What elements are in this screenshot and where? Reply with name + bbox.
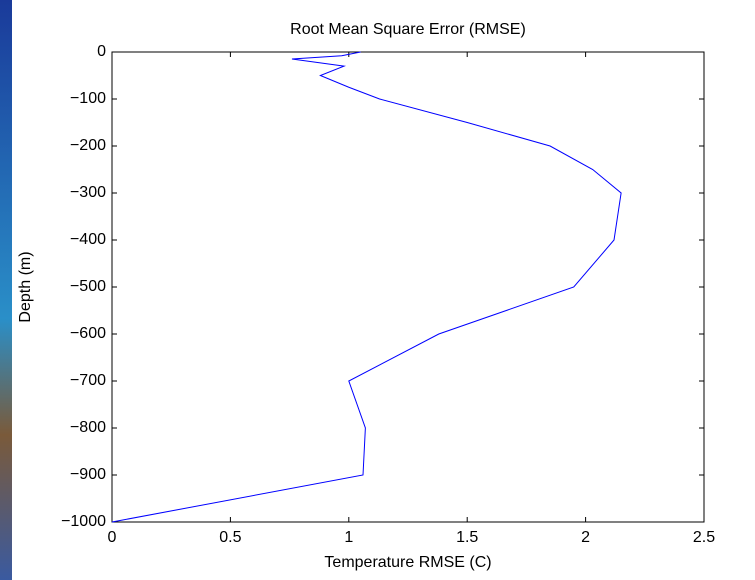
y-tick-label: −200 (70, 137, 106, 154)
y-tick-label: −800 (70, 419, 106, 436)
x-tick-label: 0 (108, 529, 117, 546)
y-tick-label: −500 (70, 278, 106, 295)
y-tick-label: −600 (70, 325, 106, 342)
y-tick-label: 0 (97, 43, 106, 60)
x-tick-label: 0.5 (219, 529, 241, 546)
x-tick-label: 2 (581, 529, 590, 546)
y-tick-label: −700 (70, 372, 106, 389)
y-tick-label: −100 (70, 90, 106, 107)
y-tick-label: −300 (70, 184, 106, 201)
y-tick-label: −1000 (61, 513, 106, 530)
x-tick-label: 1 (344, 529, 353, 546)
x-axis-label: Temperature RMSE (C) (324, 554, 491, 571)
x-tick-label: 1.5 (456, 529, 478, 546)
chart-title: Root Mean Square Error (RMSE) (290, 21, 526, 38)
y-tick-label: −400 (70, 231, 106, 248)
x-tick-label: 2.5 (693, 529, 715, 546)
y-tick-label: −900 (70, 466, 106, 483)
data-line (111, 51, 622, 523)
y-axis-label: Depth (m) (17, 251, 34, 322)
plot-area (111, 51, 705, 523)
